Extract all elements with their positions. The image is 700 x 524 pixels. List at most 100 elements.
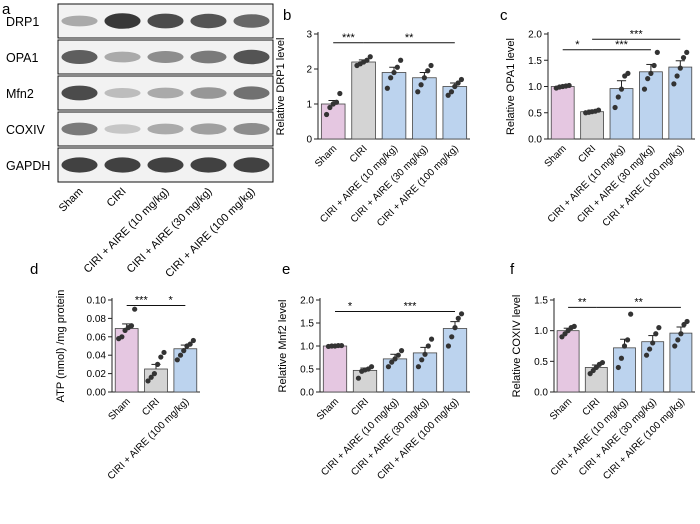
- data-point: [323, 111, 330, 118]
- data-point: [621, 343, 628, 349]
- blot-band: [233, 123, 270, 135]
- blot-label-coxiv: COXIV: [6, 123, 46, 137]
- y-tick-label: 1.0: [534, 326, 548, 337]
- y-tick-label: 1.5: [528, 56, 542, 67]
- blot-lane-label: CIRI + AIRE (100 mg/kg): [163, 186, 257, 280]
- panel-label-c: c: [500, 7, 508, 24]
- bar: [613, 347, 636, 393]
- data-point: [395, 352, 401, 358]
- data-point: [645, 76, 651, 82]
- category-label: CIRI: [581, 396, 603, 418]
- data-point: [650, 340, 656, 346]
- y-tick-label: 0.02: [87, 369, 107, 380]
- data-point: [384, 85, 390, 91]
- data-point: [656, 325, 662, 331]
- blot-band: [104, 157, 141, 173]
- y-tick-label: 1.0: [300, 342, 314, 353]
- data-point: [452, 83, 458, 90]
- data-point: [647, 346, 653, 352]
- data-point: [394, 64, 400, 70]
- data-point: [161, 349, 167, 356]
- y-tick-label: 2: [306, 65, 312, 76]
- data-point: [151, 371, 157, 377]
- chart-e-mfn2: 0.0 0.5 1.0 1.5 2.0 Relative Mnf2 level Sham CI…: [277, 296, 470, 482]
- blot-band: [104, 51, 141, 63]
- bar: [669, 332, 693, 393]
- panel-label-f: f: [510, 261, 515, 278]
- data-point: [422, 351, 428, 357]
- blot-band: [233, 14, 270, 28]
- data-point: [421, 75, 427, 81]
- blot-band: [147, 13, 184, 29]
- y-tick-label: 1.5: [534, 296, 548, 307]
- blot-band: [190, 123, 227, 135]
- data-point: [566, 82, 572, 89]
- data-point: [445, 343, 452, 349]
- data-point: [128, 323, 135, 329]
- blot-band: [233, 49, 270, 65]
- category-label: Sham: [315, 396, 341, 422]
- data-point: [455, 315, 461, 321]
- bar: [412, 77, 437, 140]
- significance-label: *: [348, 301, 353, 313]
- data-point: [428, 336, 435, 342]
- data-point: [599, 359, 606, 366]
- data-point: [643, 352, 650, 358]
- blot-band: [147, 157, 184, 173]
- data-point: [385, 364, 392, 370]
- data-point: [418, 82, 424, 88]
- y-axis-label: ATP (nmol) /mg protein: [55, 290, 67, 403]
- data-point: [119, 334, 125, 340]
- y-tick-label: 0.06: [87, 332, 107, 343]
- significance-label: ***: [135, 295, 149, 307]
- significance-label: ***: [615, 39, 629, 51]
- bar: [381, 72, 407, 140]
- y-tick-label: 0.0: [300, 388, 314, 399]
- data-point: [327, 104, 333, 111]
- blot-lane-label: CIRI + AIRE (10 mg/kg): [82, 186, 172, 276]
- y-axis-label: Relative OPA1 level: [505, 38, 517, 135]
- significance-label: **: [405, 32, 414, 44]
- bar: [584, 367, 608, 393]
- bar: [556, 330, 580, 393]
- data-point: [425, 343, 431, 349]
- category-label: Sham: [543, 143, 569, 169]
- category-label: CIRI: [348, 143, 370, 165]
- y-axis-label: Relative COXIV level: [511, 295, 523, 398]
- bar: [580, 111, 604, 140]
- data-point: [132, 306, 138, 312]
- bar: [550, 86, 575, 140]
- y-tick-label: 0.5: [534, 357, 548, 368]
- data-point: [155, 361, 161, 367]
- data-point: [445, 92, 451, 98]
- blot-band: [61, 50, 98, 64]
- data-point: [648, 70, 654, 76]
- data-point: [148, 374, 154, 380]
- significance-label: ***: [630, 28, 644, 40]
- category-label: CIRI: [349, 396, 371, 418]
- data-point: [355, 375, 362, 381]
- y-axis-label: Relative DRP1 level: [275, 38, 287, 136]
- blot-band: [61, 85, 98, 101]
- data-point: [675, 337, 681, 343]
- data-point: [364, 57, 370, 63]
- data-point: [368, 364, 375, 370]
- blot-band: [190, 50, 227, 64]
- blot-band: [104, 13, 141, 29]
- data-point: [571, 323, 577, 329]
- category-label: CIRI: [140, 396, 162, 418]
- blot-lane-label: Sham: [57, 186, 86, 215]
- data-point: [388, 75, 394, 81]
- y-tick-label: 0.04: [87, 351, 107, 362]
- panel-label-d: d: [30, 261, 38, 278]
- data-point: [677, 65, 683, 71]
- bar: [351, 61, 376, 140]
- data-point: [187, 341, 193, 347]
- data-point: [389, 359, 395, 365]
- bar: [442, 328, 468, 393]
- panel-label-b: b: [283, 7, 291, 24]
- blot-band: [147, 51, 184, 63]
- bar: [641, 341, 665, 393]
- blot-band: [104, 124, 141, 134]
